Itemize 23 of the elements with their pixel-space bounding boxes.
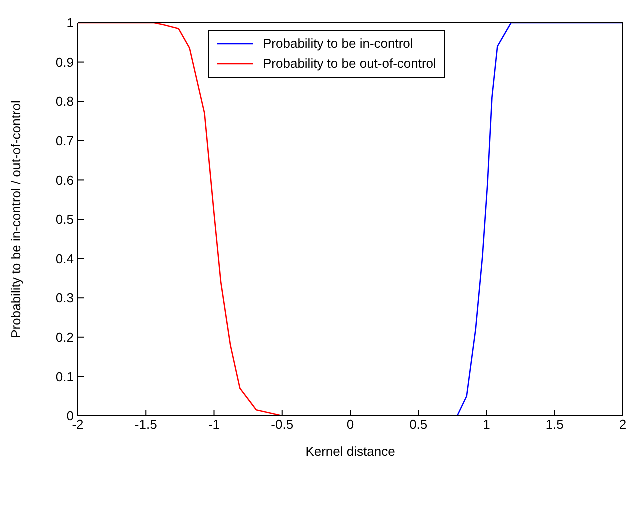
y-tick-label: 0.6 xyxy=(56,172,74,188)
y-tick-label: 0.4 xyxy=(56,251,74,266)
y-tick-label: 1 xyxy=(66,16,74,31)
y-tick-label: 0.9 xyxy=(56,54,74,70)
y-axis-title: Probability to be in-control / out-of-control xyxy=(8,100,24,338)
x-tick-label: -1.5 xyxy=(134,417,158,432)
y-tick-label: 0.5 xyxy=(56,212,74,228)
legend-label: Probability to be in-control xyxy=(263,35,414,53)
x-tick-label: 1 xyxy=(483,417,490,432)
x-tick-label: -1 xyxy=(208,417,220,432)
y-tick-label: 0.1 xyxy=(56,369,74,384)
x-tick-label: -2 xyxy=(72,417,84,432)
y-tick-label: 0.8 xyxy=(56,94,74,110)
x-tick-label: 0.5 xyxy=(410,417,428,432)
x-tick-label: 2 xyxy=(619,417,627,432)
y-tick-label: 0.3 xyxy=(56,290,74,306)
y-tick-label: 0.2 xyxy=(56,330,74,346)
legend-label: Probability to be out-of-control xyxy=(263,55,436,73)
x-axis-title: Kernel distance xyxy=(306,444,396,459)
x-tick-label: -0.5 xyxy=(271,417,294,432)
x-tick-label: 1.5 xyxy=(546,417,564,432)
x-tick-label: 0 xyxy=(346,417,354,432)
y-tick-label: 0.7 xyxy=(56,134,74,149)
